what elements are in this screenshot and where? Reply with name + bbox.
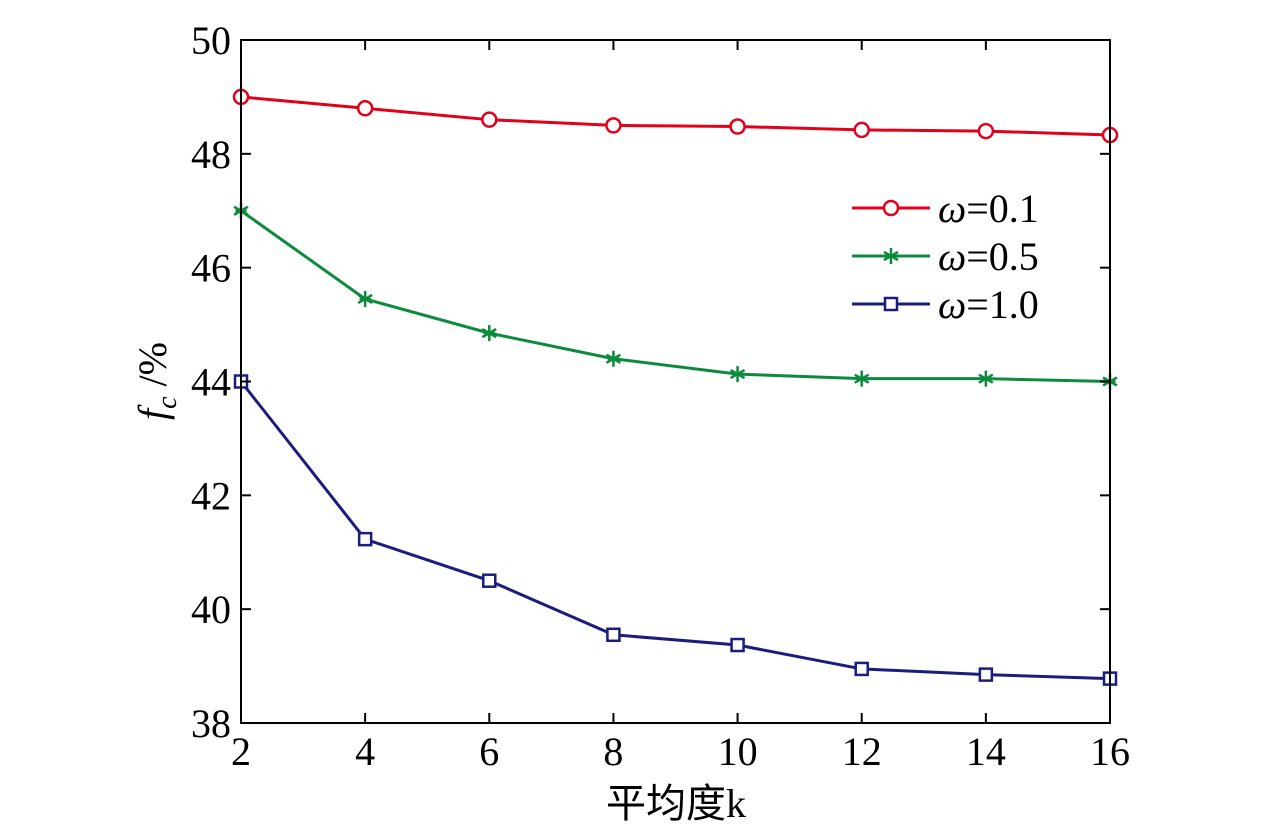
data-point [978, 667, 994, 682]
series-2 [233, 202, 1118, 390]
series-1 [232, 88, 1119, 144]
data-point [357, 290, 373, 307]
y-tick-label: 46 [191, 246, 231, 291]
x-tick-label: 4 [355, 729, 375, 774]
data-point [605, 350, 622, 367]
x-tick-label: 6 [479, 729, 499, 774]
data-point [356, 100, 374, 117]
series-3 [233, 374, 1118, 686]
x-tick-label: 12 [842, 729, 882, 774]
x-tick-label: 2 [231, 729, 251, 774]
data-point [854, 661, 869, 677]
plot-area [232, 88, 1119, 686]
y-tick-label: 44 [191, 360, 231, 405]
data-point [357, 531, 373, 547]
data-point [481, 325, 497, 342]
x-tick-label: 10 [718, 729, 758, 774]
data-point [729, 118, 746, 135]
y-tick-label: 42 [191, 473, 231, 518]
data-point [606, 627, 621, 643]
y-tick-label: 48 [191, 132, 231, 177]
data-point [854, 370, 870, 387]
data-point [729, 366, 746, 383]
legend-label: ω=1.0 [938, 282, 1039, 327]
y-axis-label: fc /% [130, 342, 183, 420]
legend-entry-2: ω=0.5 [852, 234, 1039, 279]
legend-marker [882, 199, 900, 217]
x-tick-label: 16 [1090, 729, 1130, 774]
data-point [605, 117, 622, 134]
y-tick-label: 38 [191, 701, 231, 746]
legend: ω=0.1ω=0.5ω=1.0 [852, 186, 1039, 327]
data-point [978, 370, 994, 387]
series-line [239, 380, 1111, 681]
data-point [977, 122, 995, 140]
y-tick-label: 50 [191, 18, 231, 63]
data-point [853, 121, 870, 139]
series-line [240, 95, 1111, 137]
x-tick-label: 14 [966, 729, 1006, 774]
legend-label: ω=0.1 [938, 186, 1039, 231]
legend-label: ω=0.5 [938, 234, 1039, 279]
legend-entry-1: ω=0.1 [852, 186, 1039, 231]
y-axis-label-sub: c [152, 396, 183, 409]
data-point [730, 637, 745, 653]
data-point [482, 573, 497, 588]
legend-entry-3: ω=1.0 [852, 282, 1039, 327]
series-line [240, 209, 1111, 383]
y-tick-label: 40 [191, 587, 231, 632]
x-tick-label: 8 [603, 729, 623, 774]
legend-marker [883, 296, 899, 312]
y-axis-label-rest: /% [130, 342, 175, 396]
legend-marker [883, 248, 899, 264]
data-point [481, 111, 498, 128]
x-axis-label: 平均度k [606, 781, 746, 826]
